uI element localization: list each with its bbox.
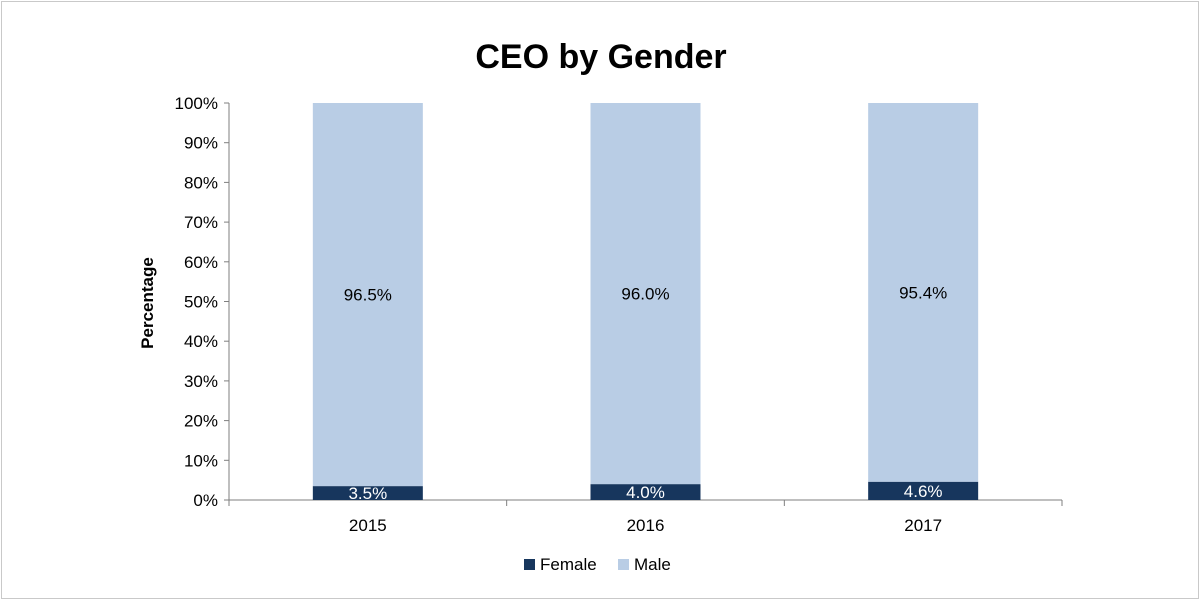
- plot-area: 0% 10% 20% 30% 40% 50% 60% 70% 80% 90% 100% 2015 201…: [175, 94, 1063, 535]
- y-tick-label: 100%: [175, 94, 218, 113]
- bar-female-2016: [590, 484, 701, 500]
- y-tick-label: 10%: [184, 451, 218, 470]
- data-label-female: 4.6%: [904, 482, 943, 501]
- x-tick-label: 2016: [627, 516, 665, 535]
- y-tick-label: 60%: [184, 253, 218, 272]
- y-tick-label: 40%: [184, 332, 218, 351]
- bar-female-2017: [868, 481, 979, 500]
- y-tick-label: 90%: [184, 134, 218, 153]
- legend-swatch-male: [618, 559, 629, 570]
- data-label-male: 96.5%: [344, 286, 392, 305]
- legend-swatch-female: [524, 559, 535, 570]
- data-label-female: 3.5%: [348, 484, 387, 503]
- x-tick-label: 2015: [349, 516, 387, 535]
- y-tick-label: 0%: [193, 491, 218, 510]
- y-tick-label: 70%: [184, 213, 218, 232]
- x-tick-label: 2017: [904, 516, 942, 535]
- data-label-male: 96.0%: [621, 285, 669, 304]
- y-tick-label: 20%: [184, 412, 218, 431]
- legend-label-female: Female: [540, 555, 597, 574]
- bar-male-2017: [868, 103, 979, 482]
- bar-male-2015: [312, 103, 423, 487]
- bar-female-2015: [312, 486, 423, 500]
- y-tick-label: 30%: [184, 372, 218, 391]
- y-axis-label: Percentage: [138, 257, 157, 349]
- y-tick-label: 80%: [184, 173, 218, 192]
- y-tick-label: 50%: [184, 293, 218, 312]
- bar-male-2016: [590, 103, 701, 485]
- legend-label-male: Male: [634, 555, 671, 574]
- legend: Female Male: [524, 555, 671, 574]
- data-label-female: 4.0%: [626, 483, 665, 502]
- chart-title: CEO by Gender: [475, 38, 726, 76]
- data-label-male: 95.4%: [899, 283, 947, 302]
